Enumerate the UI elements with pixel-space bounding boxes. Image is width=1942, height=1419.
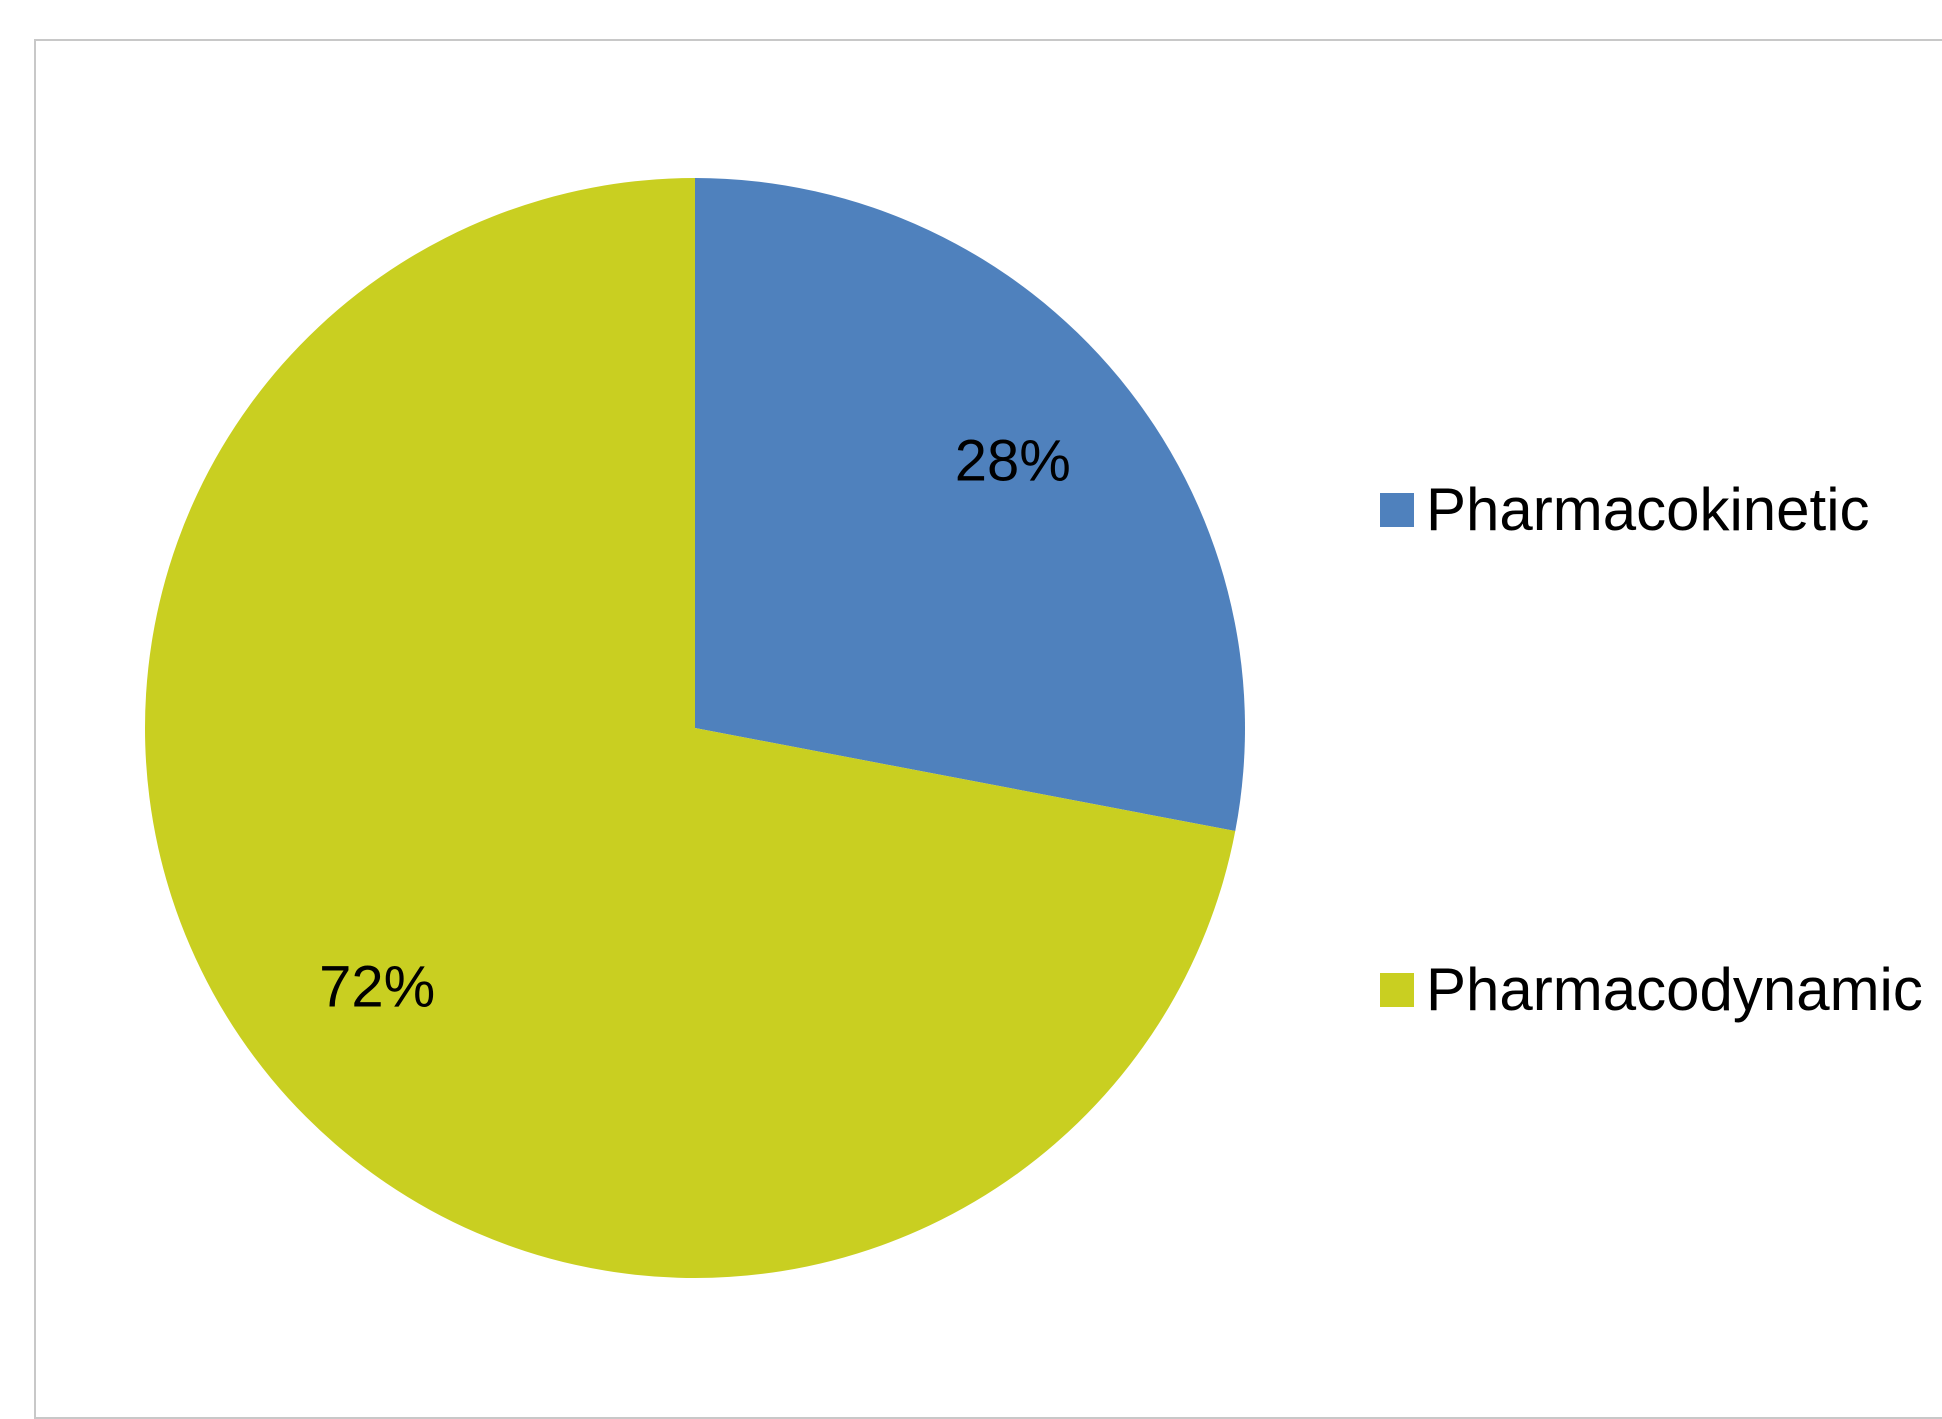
pie-chart: 28% 72% [144, 177, 1245, 1279]
pie-slice-pharmacokinetic [695, 178, 1245, 832]
legend-label-pharmacokinetic: Pharmacokinetic [1426, 476, 1870, 543]
legend-swatch-pharmacokinetic [1380, 493, 1414, 527]
data-label-pharmacodynamic: 72% [319, 954, 435, 1019]
data-label-pharmacokinetic: 28% [955, 428, 1071, 493]
pie-slices [144, 177, 1245, 1279]
pie-slice-pharmacodynamic [144, 177, 1236, 1279]
legend-item-pharmacokinetic: Pharmacokinetic [1380, 480, 1870, 540]
legend-label-pharmacodynamic: Pharmacodynamic [1426, 956, 1923, 1023]
legend-swatch-pharmacodynamic [1380, 973, 1414, 1007]
legend-item-pharmacodynamic: Pharmacodynamic [1380, 960, 1923, 1020]
pie-data-labels: 28% 72% [319, 428, 1071, 1019]
